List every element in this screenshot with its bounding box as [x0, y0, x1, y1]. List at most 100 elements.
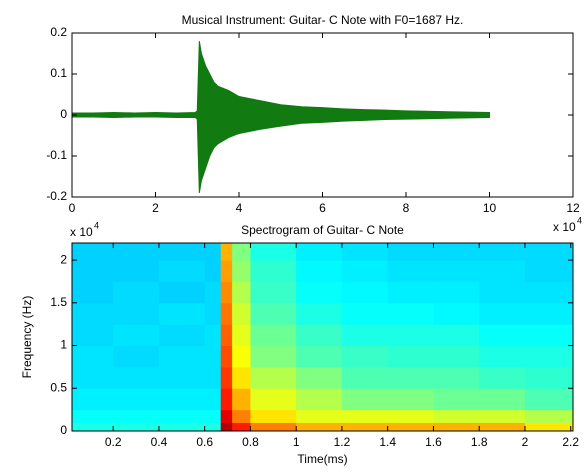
- x-tick-label: 1.2: [334, 435, 351, 449]
- spectrogram-cell: [232, 324, 251, 347]
- spectrogram-cell: [113, 409, 160, 423]
- spectrogram-cell: [433, 302, 480, 325]
- spectrogram-cell: [433, 422, 480, 432]
- spectrogram-cell: [232, 345, 251, 368]
- axes-frame: [71, 242, 574, 432]
- y-multiplier-power: 4: [94, 220, 99, 230]
- spectrogram-cell: [433, 388, 480, 411]
- spectrogram-cell: [220, 302, 233, 325]
- spectrogram-cell: [250, 388, 297, 411]
- spectrogram-cell: [72, 324, 114, 347]
- spectrogram-cell: [296, 324, 343, 347]
- spectrogram-cell: [296, 281, 343, 304]
- spectrogram-cell: [250, 281, 297, 304]
- spectrogram-cell: [296, 243, 343, 261]
- spectrogram-cell: [479, 388, 526, 411]
- spectrogram-cell: [524, 281, 574, 304]
- spectrogram-cell: [296, 388, 343, 411]
- spectrogram-cell: [158, 281, 206, 304]
- spectrogram-cell: [113, 281, 160, 304]
- spectrogram-cell: [341, 422, 389, 432]
- x-axis-label: Time(ms): [297, 452, 347, 466]
- spectrogram-cell: [433, 366, 480, 389]
- spectrogram-cell: [250, 409, 297, 423]
- spectrogram-cell: [524, 243, 574, 261]
- spectrogram-cell: [387, 409, 434, 423]
- spectrogram-cell: [72, 422, 114, 432]
- spectrogram-cell: [296, 409, 343, 423]
- spectrogram-cell: [479, 324, 526, 347]
- spectrogram-cell: [524, 366, 574, 389]
- y-tick-label: -0.1: [46, 148, 67, 162]
- spectrogram-cell: [72, 366, 114, 389]
- spectrogram-cell: [296, 422, 343, 432]
- x-tick-label: 2: [152, 201, 159, 215]
- x-tick-label: 2.2: [562, 435, 579, 449]
- spectrogram-cell: [524, 345, 574, 368]
- spectrogram-cell: [524, 388, 574, 411]
- x-tick-label: 6: [319, 201, 326, 215]
- y-tick-label: 0.5: [50, 380, 67, 394]
- spectrogram-cell: [433, 324, 480, 347]
- spectrogram-cell: [204, 422, 222, 432]
- spectrogram-cell: [433, 345, 480, 368]
- spectrogram-cell: [296, 260, 343, 282]
- spectrogram-cell: [524, 422, 574, 432]
- spectrogram-cell: [479, 302, 526, 325]
- spectrogram-cell: [232, 260, 251, 282]
- spectrogram-cell: [220, 409, 233, 423]
- y-tick-label: 0.2: [50, 25, 67, 39]
- spectrogram-cell: [387, 388, 434, 411]
- spectrogram-cell: [250, 260, 297, 282]
- spectrogram-cell: [204, 409, 222, 423]
- x-multiplier-power: 4: [577, 215, 582, 225]
- spectrogram-cell: [158, 366, 206, 389]
- spectrogram-cell: [204, 324, 222, 347]
- spectrogram-cell: [232, 281, 251, 304]
- spectrogram-cell: [341, 324, 389, 347]
- spectrogram-cell: [524, 260, 574, 282]
- spectrogram-cell: [232, 243, 251, 261]
- spectrogram-cell: [341, 243, 389, 261]
- spectrogram-cell: [113, 260, 160, 282]
- y-axis-label: Frequency (Hz): [20, 296, 34, 379]
- spectrogram-cell: [296, 302, 343, 325]
- spectrogram-cell: [113, 302, 160, 325]
- y-tick-label: 0: [60, 423, 67, 437]
- spectrogram-cell: [220, 345, 233, 368]
- spectrogram-cell: [158, 260, 206, 282]
- y-tick-label: 0: [60, 107, 67, 121]
- spectrogram-cell: [232, 366, 251, 389]
- spectrogram-cell: [158, 243, 206, 261]
- spectrogram-cell: [158, 302, 206, 325]
- spectrogram-cell: [232, 409, 251, 423]
- spectrogram-cell: [113, 366, 160, 389]
- y-tick-label: 2: [60, 252, 67, 266]
- spectrogram-cell: [387, 260, 434, 282]
- x-tick-label: 0.2: [105, 435, 122, 449]
- spectrogram-cell: [220, 260, 233, 282]
- x-tick-label: 8: [403, 201, 410, 215]
- waveform: [71, 41, 490, 116]
- spectrogram-cell: [158, 345, 206, 368]
- spectrogram-cell: [433, 260, 480, 282]
- spectrogram-cell: [72, 260, 114, 282]
- spectrogram-cell: [341, 366, 389, 389]
- spectrogram-cell: [341, 260, 389, 282]
- spectrogram-cell: [72, 409, 114, 423]
- spectrogram-cell: [158, 388, 206, 411]
- spectrogram-cell: [524, 324, 574, 347]
- x-tick-label: 4: [236, 201, 243, 215]
- spectrogram-cell: [158, 324, 206, 347]
- spectrogram-cell: [72, 302, 114, 325]
- spectrogram-cell: [479, 422, 526, 432]
- spectrogram-cell: [220, 324, 233, 347]
- spectrogram-cell: [204, 302, 222, 325]
- spectrogram-cell: [113, 422, 160, 432]
- spectrogram-cell: [479, 345, 526, 368]
- spectrogram-cell: [220, 422, 233, 432]
- spectrogram-cell: [204, 260, 222, 282]
- spectrogram-cell: [341, 409, 389, 423]
- spectrogram-cell: [479, 260, 526, 282]
- spectrogram-cell: [387, 422, 434, 432]
